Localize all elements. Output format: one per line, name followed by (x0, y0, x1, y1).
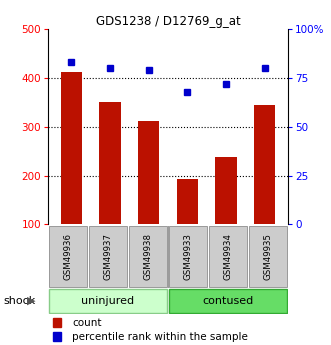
Bar (169, 289, 287, 313)
Text: GSM49933: GSM49933 (183, 233, 193, 280)
Text: count: count (72, 318, 102, 328)
Bar (254, 105, 275, 224)
Bar (169, 226, 207, 287)
Bar (209, 226, 247, 287)
Text: ▶: ▶ (26, 296, 35, 306)
Bar (61, 72, 82, 224)
Bar (129, 226, 167, 287)
Text: GSM49938: GSM49938 (143, 233, 153, 280)
Bar (177, 179, 198, 224)
Bar (53, 318, 61, 327)
Text: percentile rank within the sample: percentile rank within the sample (72, 332, 248, 342)
Bar (215, 157, 237, 224)
Text: shock: shock (3, 296, 35, 306)
Text: contused: contused (202, 296, 254, 306)
Bar (49, 226, 87, 287)
Text: uninjured: uninjured (81, 296, 134, 306)
Title: GDS1238 / D12769_g_at: GDS1238 / D12769_g_at (96, 15, 240, 28)
Bar (53, 332, 61, 341)
Bar (249, 226, 287, 287)
Bar (99, 102, 120, 224)
Bar (138, 121, 159, 224)
Text: GSM49936: GSM49936 (64, 233, 72, 280)
Text: GSM49937: GSM49937 (104, 233, 113, 280)
Bar (89, 226, 127, 287)
Text: GSM49935: GSM49935 (263, 233, 272, 280)
Bar (49, 289, 167, 313)
Text: GSM49934: GSM49934 (223, 233, 232, 280)
